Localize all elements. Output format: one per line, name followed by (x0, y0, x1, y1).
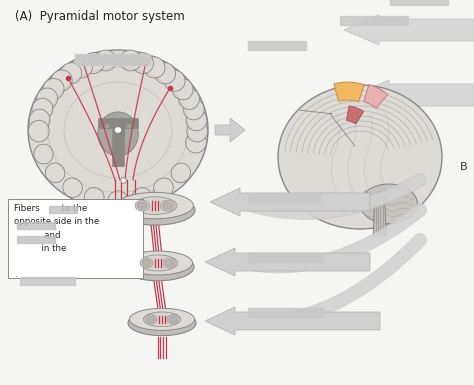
Bar (18, 222, 55, 229)
Ellipse shape (43, 79, 64, 100)
Ellipse shape (155, 63, 176, 84)
Ellipse shape (165, 260, 174, 266)
Polygon shape (205, 307, 380, 335)
Bar (248, 308, 323, 317)
Text: Fibers        to the
opposite side in the
           and
          in the

.: Fibers to the opposite side in the and i… (15, 204, 100, 279)
Ellipse shape (187, 121, 208, 142)
Ellipse shape (142, 260, 151, 266)
Ellipse shape (169, 316, 177, 322)
Ellipse shape (117, 192, 193, 219)
Bar (248, 193, 320, 202)
Ellipse shape (132, 53, 154, 74)
Ellipse shape (186, 131, 206, 153)
Ellipse shape (120, 50, 141, 71)
Ellipse shape (28, 50, 208, 210)
Bar (75, 55, 150, 65)
Ellipse shape (145, 315, 157, 324)
Ellipse shape (29, 109, 50, 131)
Bar (340, 16, 408, 25)
Bar (18, 236, 55, 243)
Ellipse shape (122, 253, 194, 281)
Ellipse shape (32, 98, 53, 120)
Ellipse shape (147, 316, 155, 322)
Wedge shape (364, 84, 388, 109)
Ellipse shape (28, 121, 49, 142)
Ellipse shape (82, 53, 104, 74)
Bar (112, 122, 124, 166)
Ellipse shape (138, 255, 178, 271)
Ellipse shape (115, 195, 195, 225)
Ellipse shape (133, 197, 177, 214)
Polygon shape (373, 197, 386, 236)
Ellipse shape (171, 163, 191, 182)
Ellipse shape (163, 202, 173, 209)
Polygon shape (354, 80, 474, 110)
Ellipse shape (128, 310, 196, 336)
Ellipse shape (63, 178, 82, 198)
Ellipse shape (140, 258, 153, 268)
Ellipse shape (60, 63, 82, 84)
Ellipse shape (129, 308, 195, 330)
Ellipse shape (123, 251, 192, 275)
Bar (248, 41, 306, 50)
Ellipse shape (161, 200, 175, 211)
Bar (75, 54, 150, 63)
Ellipse shape (167, 315, 179, 324)
Polygon shape (210, 188, 370, 216)
Wedge shape (334, 82, 364, 102)
Ellipse shape (71, 57, 92, 78)
Ellipse shape (164, 70, 185, 91)
Ellipse shape (179, 88, 200, 109)
Ellipse shape (126, 124, 131, 129)
Polygon shape (205, 248, 370, 276)
Ellipse shape (135, 200, 149, 211)
Ellipse shape (36, 88, 57, 109)
Ellipse shape (278, 85, 442, 229)
Wedge shape (346, 106, 364, 124)
Ellipse shape (51, 70, 72, 91)
Ellipse shape (132, 187, 152, 207)
Ellipse shape (360, 184, 418, 224)
Ellipse shape (104, 124, 110, 129)
Polygon shape (344, 15, 474, 45)
Ellipse shape (183, 98, 204, 120)
Ellipse shape (46, 163, 65, 182)
Ellipse shape (186, 109, 207, 131)
Bar (49, 206, 77, 213)
Ellipse shape (137, 202, 147, 209)
Bar (20, 277, 75, 285)
Ellipse shape (98, 112, 138, 156)
Ellipse shape (144, 57, 165, 78)
Ellipse shape (95, 50, 116, 71)
Ellipse shape (143, 312, 181, 327)
Polygon shape (215, 118, 245, 142)
Bar (98, 118, 138, 129)
Ellipse shape (154, 178, 173, 198)
Ellipse shape (108, 191, 128, 210)
Ellipse shape (114, 127, 122, 133)
Text: (A)  Pyramidal motor system: (A) Pyramidal motor system (15, 10, 185, 23)
Ellipse shape (84, 187, 104, 207)
Ellipse shape (172, 79, 193, 100)
Ellipse shape (163, 258, 176, 268)
Bar (248, 253, 323, 262)
Bar (390, 0, 448, 5)
FancyBboxPatch shape (9, 199, 143, 278)
Text: B: B (460, 162, 468, 172)
Ellipse shape (34, 144, 53, 164)
